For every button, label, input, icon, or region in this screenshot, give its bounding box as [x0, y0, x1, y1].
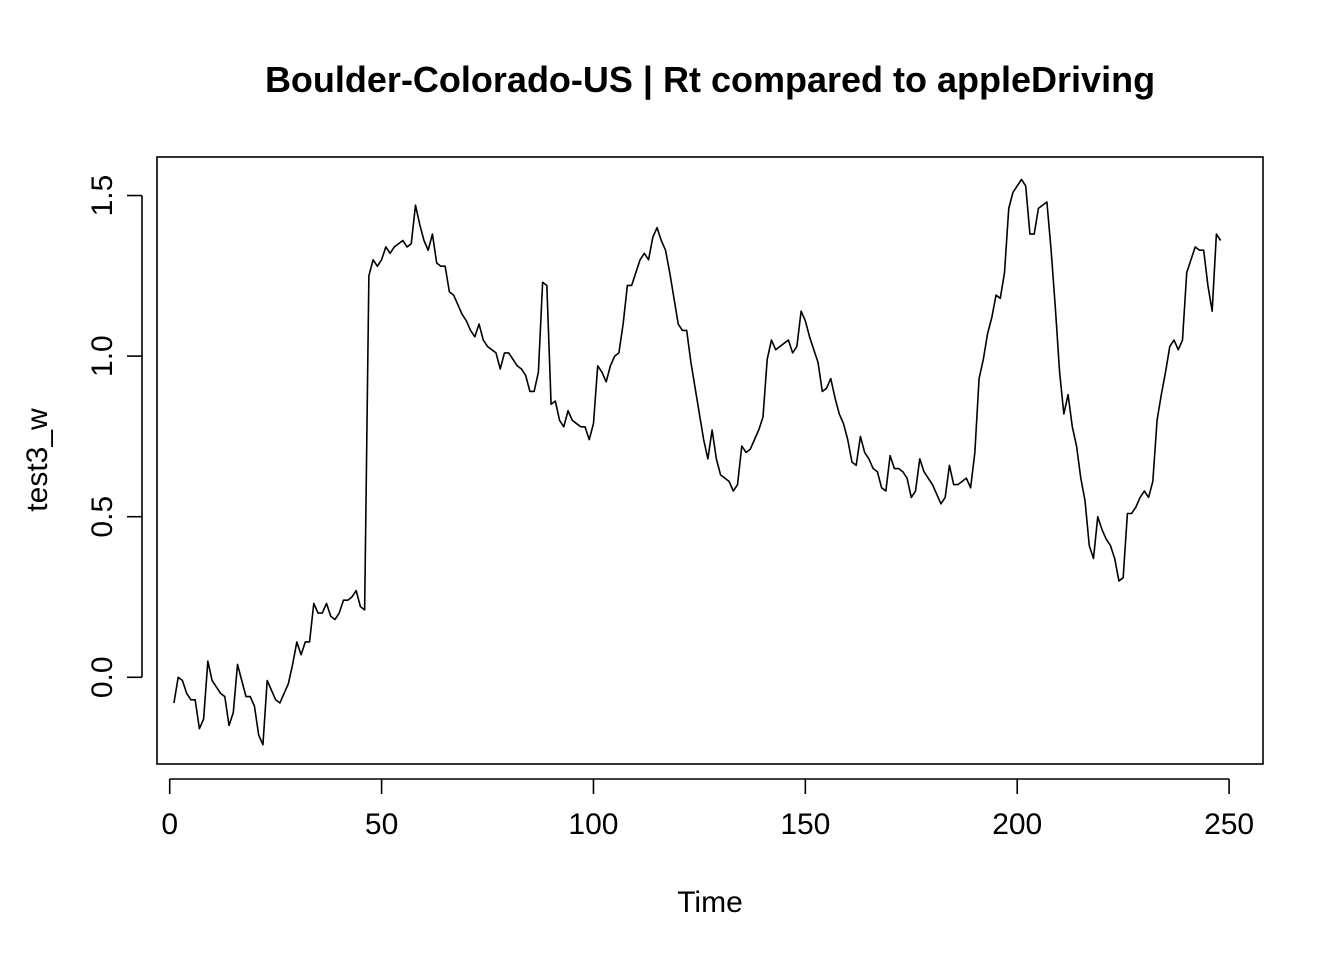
x-axis-label: Time: [677, 886, 743, 919]
x-tick-label: 150: [780, 808, 830, 841]
y-axis: 0.0 0.5 1.0 1.5: [86, 175, 143, 698]
x-tick-label: 200: [992, 808, 1042, 841]
y-axis-label: test3_w: [21, 408, 54, 512]
plot-area-frame: [156, 156, 1264, 765]
y-tick-label: 0.0: [86, 656, 119, 698]
series-group: [173, 178, 1222, 746]
x-tick-label: 250: [1204, 808, 1254, 841]
x-tick-label: 0: [161, 808, 178, 841]
y-tick-label: 1.5: [86, 175, 119, 217]
series-line-0: [173, 178, 1222, 746]
x-axis: 0 50 100 150 200 250: [161, 778, 1254, 841]
x-tick-label: 100: [568, 808, 618, 841]
y-tick-label: 0.5: [86, 496, 119, 538]
chart-title: Boulder-Colorado-US | Rt compared to app…: [265, 59, 1155, 101]
x-tick-label: 50: [365, 808, 398, 841]
y-tick-label: 1.0: [86, 335, 119, 377]
